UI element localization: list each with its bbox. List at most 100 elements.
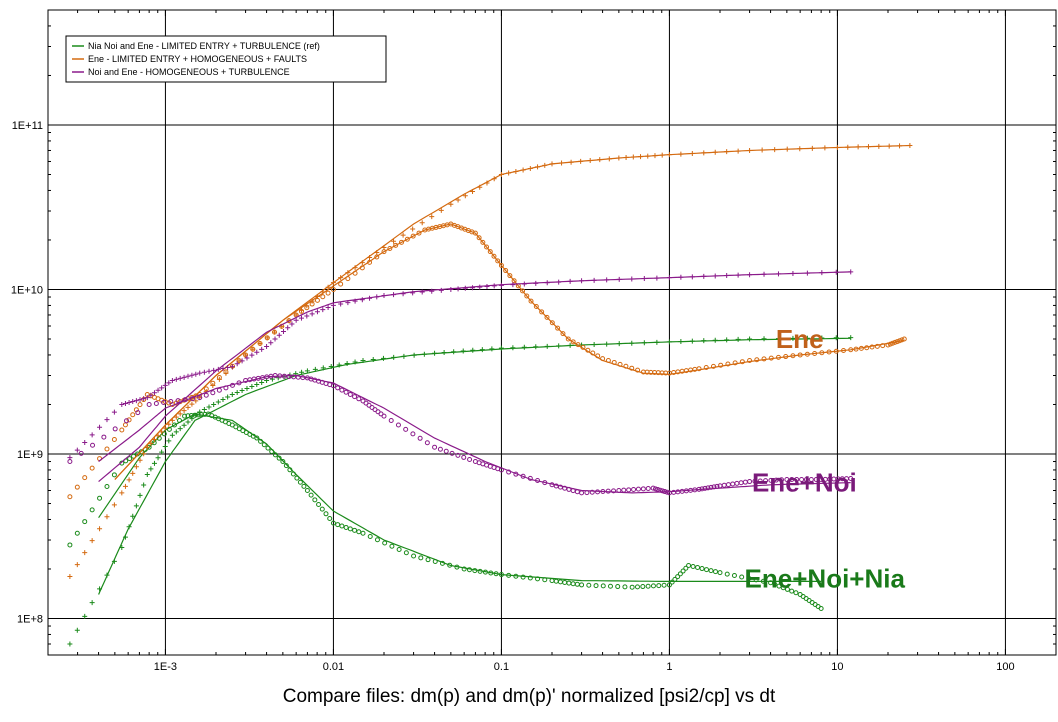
derivative-point xyxy=(555,325,561,331)
pressure-point xyxy=(206,404,212,410)
derivative-point xyxy=(586,582,592,588)
derivative-point xyxy=(175,398,181,404)
pressure-point xyxy=(775,336,781,342)
pressure-point xyxy=(544,280,550,286)
derivative-point xyxy=(319,506,325,512)
pressure-point xyxy=(876,143,882,149)
derivative-point xyxy=(711,484,717,490)
pressure-point xyxy=(304,313,310,319)
pressure-point xyxy=(320,289,326,295)
derivative-point xyxy=(467,456,473,462)
pressure-point xyxy=(298,315,304,321)
derivative-point xyxy=(605,488,611,494)
pressure-point xyxy=(579,278,585,284)
derivative-point xyxy=(387,245,393,251)
derivative-point xyxy=(137,402,143,408)
derivative-point xyxy=(542,480,548,486)
pressure-point xyxy=(111,409,117,415)
pressure-point xyxy=(641,340,647,346)
derivative-point xyxy=(301,483,307,489)
pressure-point xyxy=(772,147,778,153)
pressure-point xyxy=(181,422,187,428)
derivative-point xyxy=(695,565,701,571)
derivative-point xyxy=(784,476,790,482)
derivative-point xyxy=(339,387,345,393)
derivative-point xyxy=(776,583,782,589)
derivative-point xyxy=(156,435,162,441)
pressure-point xyxy=(907,143,913,149)
derivative-point xyxy=(330,383,336,389)
pressure-point xyxy=(259,346,265,352)
derivative-point xyxy=(699,566,705,572)
derivative-point xyxy=(739,574,745,580)
pressure-point xyxy=(510,282,516,288)
derivative-point xyxy=(570,488,576,494)
derivative-point xyxy=(477,568,483,574)
derivative-point xyxy=(360,530,366,536)
derivative-point xyxy=(611,488,617,494)
derivative-point xyxy=(797,352,803,358)
derivative-point xyxy=(126,417,132,423)
pressure-point xyxy=(455,197,461,203)
pressure-point xyxy=(201,369,207,375)
pressure-point xyxy=(225,365,231,371)
derivative-point xyxy=(356,529,362,535)
pressure-point xyxy=(712,337,718,343)
derivative-point xyxy=(813,476,819,482)
pressure-point xyxy=(206,368,212,374)
pressure-point xyxy=(724,273,730,279)
pressure-point xyxy=(111,502,117,508)
pressure-point xyxy=(309,311,315,317)
derivative-point xyxy=(600,489,606,495)
pressure-point xyxy=(735,272,741,278)
derivative-point xyxy=(747,358,753,364)
derivative-point xyxy=(506,469,512,475)
derivative-point xyxy=(901,336,907,342)
pressure-point xyxy=(137,457,143,463)
derivative-point xyxy=(589,489,595,495)
derivative-point xyxy=(168,399,174,405)
pressure-point xyxy=(197,370,203,376)
pressure-point xyxy=(293,317,299,323)
pressure-point xyxy=(441,349,447,355)
derivative-point xyxy=(724,571,730,577)
derivative-point xyxy=(398,239,404,245)
derivative-point xyxy=(731,573,737,579)
derivative-point xyxy=(439,560,445,566)
derivative-point xyxy=(793,590,799,596)
derivative-point xyxy=(662,489,668,495)
derivative-point xyxy=(752,478,758,484)
derivative-point xyxy=(650,485,656,491)
derivative-point xyxy=(135,410,141,416)
derivative-point xyxy=(666,582,672,588)
pressure-point xyxy=(264,344,270,350)
pressure-point xyxy=(126,477,132,483)
pressure-point xyxy=(429,214,435,220)
pressure-point xyxy=(834,144,840,150)
derivative-point xyxy=(161,400,167,406)
derivative-point xyxy=(520,473,526,479)
derivative-point xyxy=(780,585,786,591)
derivative-point xyxy=(338,281,344,287)
pressure-point xyxy=(735,336,741,342)
pressure-point xyxy=(162,443,168,449)
pressure-point xyxy=(855,144,861,150)
derivative-point xyxy=(90,442,96,448)
pressure-point xyxy=(370,356,376,362)
derivative-point xyxy=(104,446,110,452)
derivative-point xyxy=(717,570,723,576)
derivative-point xyxy=(680,568,686,574)
derivative-point xyxy=(381,249,387,255)
pressure-point xyxy=(556,279,562,285)
derivative-point xyxy=(472,568,478,574)
pressure-point xyxy=(268,340,274,346)
pressure-point xyxy=(126,400,132,406)
pressure-point xyxy=(549,161,555,167)
derivative-point xyxy=(131,453,137,459)
pressure-point xyxy=(712,273,718,279)
derivative-point xyxy=(265,445,271,451)
pressure-point xyxy=(542,162,548,168)
derivative-point xyxy=(506,572,512,578)
pressure-point xyxy=(215,366,221,372)
pressure-point xyxy=(419,289,425,295)
